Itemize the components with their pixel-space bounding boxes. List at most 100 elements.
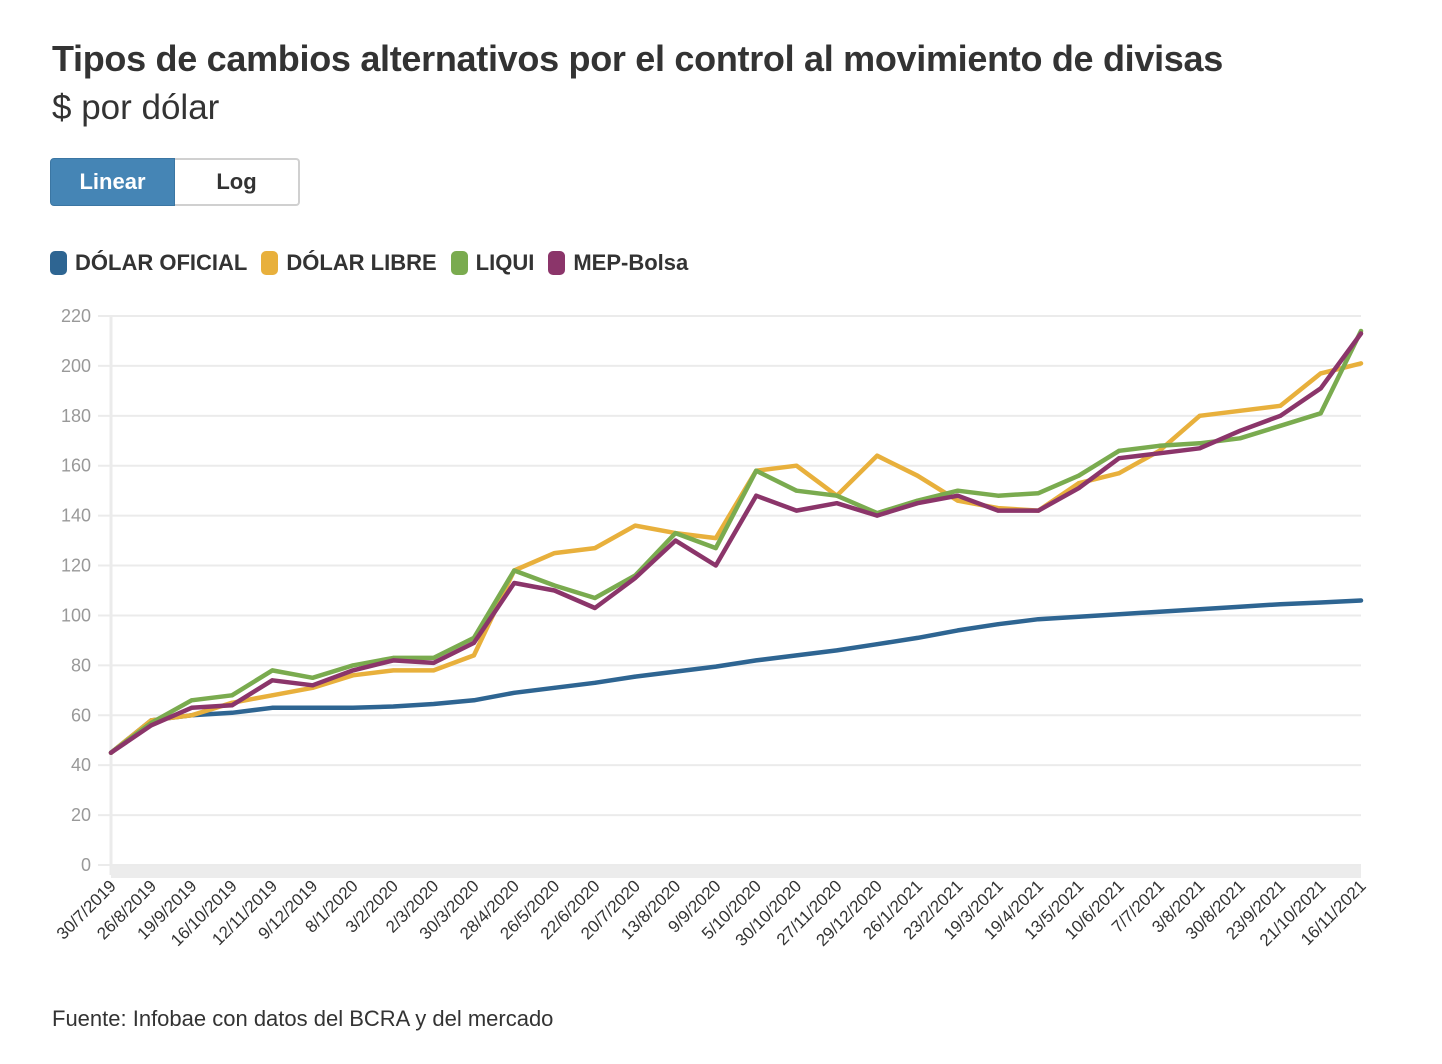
y-tick-label: 80 [71,655,91,675]
legend-item-mep-bolsa[interactable]: MEP-Bolsa [548,250,688,276]
data-point [552,583,557,588]
legend-swatch-dolar-oficial [50,251,67,275]
data-point [431,702,436,707]
data-point [955,498,960,503]
data-point [713,563,718,568]
data-point [552,588,557,593]
data-point [673,531,678,536]
data-point [955,493,960,498]
data-point [754,493,759,498]
data-point [1238,604,1243,609]
data-point [189,705,194,710]
data-point [1197,607,1202,612]
data-point [552,685,557,690]
data-point [350,673,355,678]
data-point [1076,614,1081,619]
data-point [391,658,396,663]
data-point [149,723,154,728]
data-point [471,640,476,645]
log-scale-button[interactable]: Log [175,158,300,206]
legend-swatch-dolar-libre [261,251,279,275]
data-point [794,508,799,513]
data-point [633,576,638,581]
data-point [1359,361,1363,366]
gridlines [98,315,1361,866]
data-point [713,664,718,669]
data-point [229,693,234,698]
data-point [1036,617,1041,622]
data-point [713,536,718,541]
data-point [270,705,275,710]
legend-swatch-liqui [450,251,468,275]
legend: DÓLAR OFICIAL DÓLAR LIBRE LIQUI MEP-Bols… [50,250,702,276]
data-point [875,453,880,458]
data-point [1238,408,1243,413]
legend-label: DÓLAR LIBRE [286,250,437,275]
data-point [1157,609,1162,614]
legend-swatch-mep-bolsa [548,251,566,275]
y-tick-label: 60 [71,705,91,725]
y-tick-label: 160 [61,456,91,476]
data-point [1278,602,1283,607]
data-point [673,669,678,674]
y-tick-label: 100 [61,605,91,625]
data-point [270,693,275,698]
y-axis: 0 20 40 60 80 100 120 140 160 180 200 220 [61,306,113,875]
data-point [592,595,597,600]
data-point [229,703,234,708]
series-line-d-lar-oficial[interactable] [108,598,1364,755]
data-point [996,622,1001,627]
data-point [1238,428,1243,433]
data-point [1157,451,1162,456]
data-point [1318,411,1323,416]
y-tick-label: 220 [61,306,91,326]
data-point [1359,331,1363,336]
y-tick-label: 20 [71,805,91,825]
data-point [633,523,638,528]
data-point [1117,612,1122,617]
legend-item-dolar-libre[interactable]: DÓLAR LIBRE [261,250,437,276]
data-point [350,663,355,668]
data-point [512,568,517,573]
data-point [673,538,678,543]
x-axis-band [111,866,1361,878]
legend-item-dolar-oficial[interactable]: DÓLAR OFICIAL [50,250,247,276]
y-tick-label: 120 [61,556,91,576]
data-point [834,648,839,653]
data-point [270,678,275,683]
data-point [270,668,275,673]
data-point [592,605,597,610]
legend-label: LIQUI [475,250,535,275]
x-axis: 30/7/201926/8/201919/9/201916/10/201912/… [53,866,1370,950]
data-point [1117,456,1122,461]
data-point [512,690,517,695]
chart-subtitle: $ por dólar [52,88,220,127]
data-point [875,642,880,647]
data-point [834,493,839,498]
legend-label: DÓLAR OFICIAL [75,250,248,275]
series-line-liqui[interactable] [108,328,1364,755]
data-point [391,704,396,709]
data-point [431,660,436,665]
scale-toggle: Linear Log [50,158,300,206]
data-point [1197,413,1202,418]
data-point [1318,371,1323,376]
data-point [754,468,759,473]
data-point [1157,443,1162,448]
data-point [350,705,355,710]
data-point [1076,486,1081,491]
data-point [713,546,718,551]
series-line-d-lar-libre[interactable] [108,361,1364,755]
data-point [915,473,920,478]
linear-scale-button[interactable]: Linear [50,158,175,206]
series-line-mep-bolsa[interactable] [108,331,1364,755]
data-point [592,546,597,551]
y-tick-label: 140 [61,506,91,526]
data-point [471,653,476,658]
data-point [915,635,920,640]
data-point [471,698,476,703]
legend-item-liqui[interactable]: LIQUI [450,250,535,276]
y-tick-label: 40 [71,755,91,775]
data-point [1197,446,1202,451]
data-point [310,683,315,688]
